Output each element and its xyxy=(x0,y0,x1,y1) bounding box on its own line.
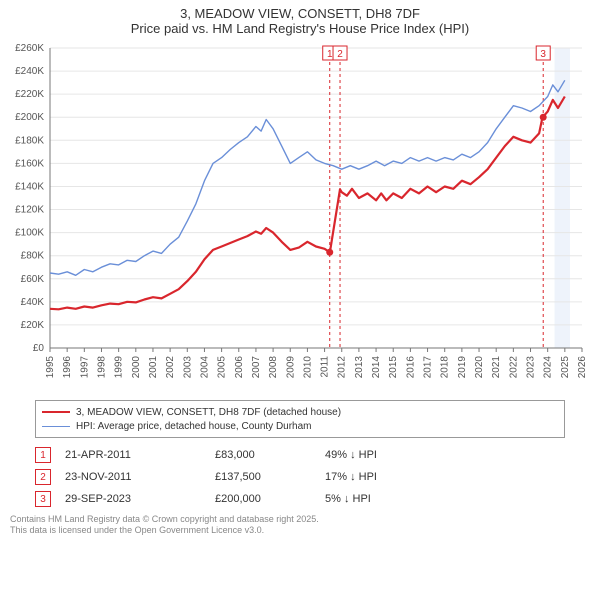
series-marker xyxy=(540,114,547,121)
x-tick-label: 2003 xyxy=(182,356,193,379)
y-tick-label: £160K xyxy=(15,158,44,169)
y-tick-label: £140K xyxy=(15,181,44,192)
legend-row: HPI: Average price, detached house, Coun… xyxy=(42,419,558,433)
event-marker-number: 2 xyxy=(337,49,343,60)
events-table: 1 21-APR-2011£83,00049% ↓ HPI 2 23-NOV-2011… xyxy=(35,444,565,510)
title-subtitle: Price paid vs. HM Land Registry's House … xyxy=(0,21,600,36)
event-number-box: 3 xyxy=(35,491,51,507)
x-tick-label: 1996 xyxy=(62,356,73,379)
event-marker-number: 1 xyxy=(327,49,333,60)
y-tick-label: £80K xyxy=(21,251,45,262)
price-chart: £0 £20K £40K £60K £80K £100K £120K £140K £160K £1… xyxy=(0,36,600,396)
x-tick-label: 2014 xyxy=(371,356,382,379)
x-tick-label: 2016 xyxy=(405,356,416,379)
x-tick-label: 1998 xyxy=(96,356,107,379)
x-tick-label: 2017 xyxy=(423,356,434,379)
x-tick-label: 2007 xyxy=(251,356,262,379)
title-address: 3, MEADOW VIEW, CONSETT, DH8 7DF xyxy=(0,6,600,21)
event-delta: 49% ↓ HPI xyxy=(325,449,565,461)
footer-line1: Contains HM Land Registry data © Crown c… xyxy=(10,514,590,525)
event-price: £83,000 xyxy=(215,449,325,461)
y-tick-label: £20K xyxy=(21,320,45,331)
event-price: £200,000 xyxy=(215,493,325,505)
event-date: 23-NOV-2011 xyxy=(65,471,215,483)
x-tick-label: 2025 xyxy=(560,356,571,379)
y-tick-label: £60K xyxy=(21,274,45,285)
x-tick-label: 2009 xyxy=(285,356,296,379)
series-marker xyxy=(326,249,333,256)
x-tick-label: 2019 xyxy=(457,356,468,379)
x-tick-label: 1999 xyxy=(114,356,125,379)
footer-line2: This data is licensed under the Open Gov… xyxy=(10,525,590,536)
chart-container: 3, MEADOW VIEW, CONSETT, DH8 7DF Price p… xyxy=(0,0,600,590)
footer-note: Contains HM Land Registry data © Crown c… xyxy=(10,514,590,537)
x-tick-label: 2012 xyxy=(337,356,348,379)
x-tick-label: 2002 xyxy=(165,356,176,379)
x-tick-label: 1997 xyxy=(79,356,90,379)
x-tick-label: 2011 xyxy=(320,356,331,378)
y-tick-label: £260K xyxy=(15,43,44,54)
y-tick-label: £100K xyxy=(15,228,44,239)
x-tick-label: 2020 xyxy=(474,356,485,379)
event-number-box: 1 xyxy=(35,447,51,463)
y-tick-label: £180K xyxy=(15,135,44,146)
event-number-box: 2 xyxy=(35,469,51,485)
y-tick-label: £200K xyxy=(15,112,44,123)
x-tick-label: 2013 xyxy=(354,356,365,379)
legend-row: 3, MEADOW VIEW, CONSETT, DH8 7DF (detach… xyxy=(42,405,558,419)
event-price: £137,500 xyxy=(215,471,325,483)
x-tick-label: 2026 xyxy=(577,356,588,379)
event-delta: 17% ↓ HPI xyxy=(325,471,565,483)
x-tick-label: 2001 xyxy=(148,356,159,379)
x-tick-label: 2023 xyxy=(526,356,537,379)
x-tick-label: 2015 xyxy=(388,356,399,379)
x-tick-label: 2010 xyxy=(302,356,313,379)
x-tick-label: 2004 xyxy=(199,356,210,379)
legend: 3, MEADOW VIEW, CONSETT, DH8 7DF (detach… xyxy=(35,400,565,438)
event-row: 2 23-NOV-2011£137,50017% ↓ HPI xyxy=(35,466,565,488)
event-delta: 5% ↓ HPI xyxy=(325,493,565,505)
event-row: 1 21-APR-2011£83,00049% ↓ HPI xyxy=(35,444,565,466)
x-tick-label: 2000 xyxy=(131,356,142,379)
x-tick-label: 1995 xyxy=(45,356,56,379)
event-marker-number: 3 xyxy=(540,49,546,60)
x-tick-label: 2018 xyxy=(440,356,451,379)
x-tick-label: 2006 xyxy=(234,356,245,379)
title-block: 3, MEADOW VIEW, CONSETT, DH8 7DF Price p… xyxy=(0,0,600,36)
y-tick-label: £240K xyxy=(15,66,44,77)
legend-swatch xyxy=(42,426,70,427)
event-row: 3 29-SEP-2023£200,0005% ↓ HPI xyxy=(35,488,565,510)
x-tick-label: 2022 xyxy=(508,356,519,379)
x-tick-label: 2024 xyxy=(543,356,554,379)
y-tick-label: £0 xyxy=(33,343,45,354)
y-tick-label: £40K xyxy=(21,297,45,308)
event-date: 21-APR-2011 xyxy=(65,449,215,461)
x-tick-label: 2021 xyxy=(491,356,502,379)
legend-label: HPI: Average price, detached house, Coun… xyxy=(76,421,312,432)
y-tick-label: £220K xyxy=(15,89,44,100)
legend-swatch xyxy=(42,411,70,413)
event-date: 29-SEP-2023 xyxy=(65,493,215,505)
x-tick-label: 2005 xyxy=(217,356,228,379)
y-tick-label: £120K xyxy=(15,205,44,216)
x-tick-label: 2008 xyxy=(268,356,279,379)
legend-label: 3, MEADOW VIEW, CONSETT, DH8 7DF (detach… xyxy=(76,407,341,418)
